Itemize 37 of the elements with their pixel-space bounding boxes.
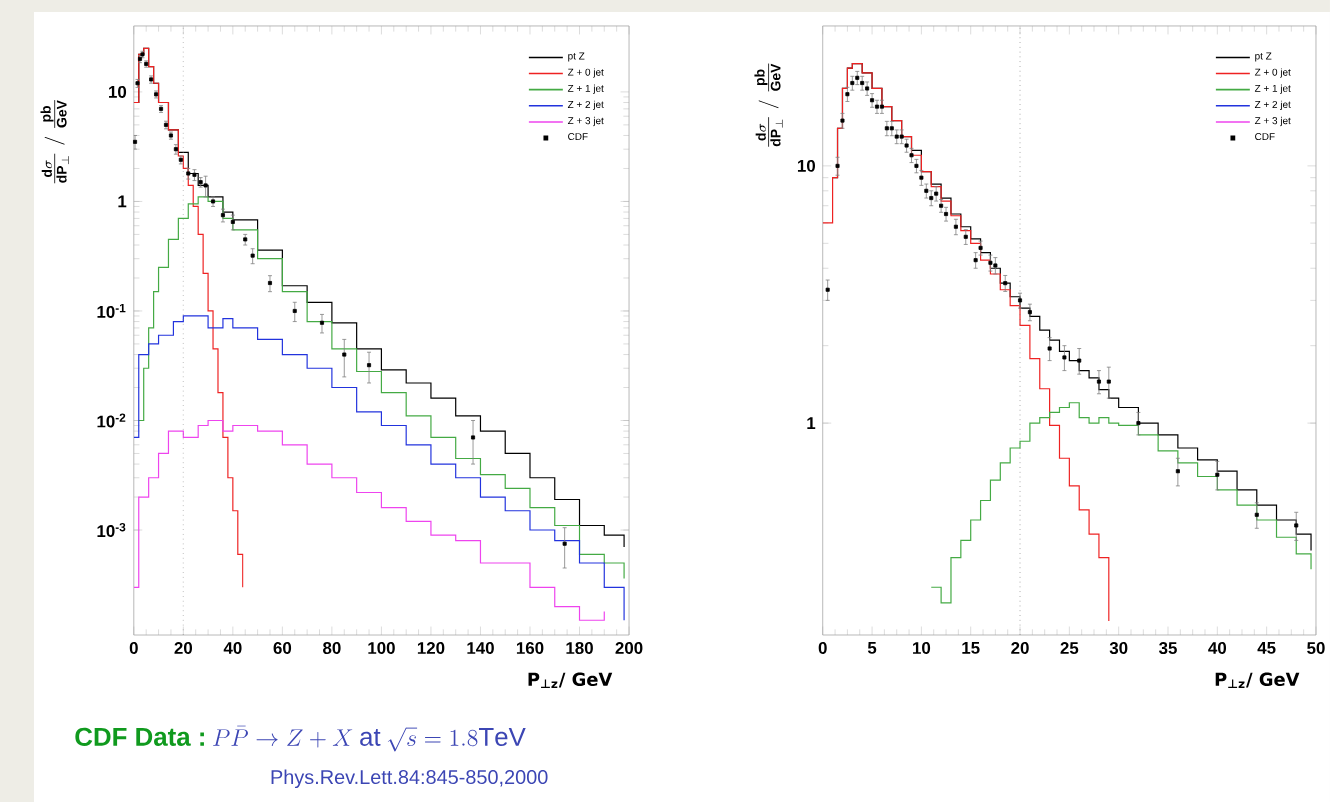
- x-tick-label: 20: [1011, 641, 1029, 654]
- x-tick-label: 60: [273, 641, 292, 654]
- y-tick-label: 10$^{-3}$: [97, 522, 126, 537]
- text: Phys.Rev.Lett.84:845-850,2000: [271, 769, 548, 788]
- x-tick-label: 0: [818, 641, 827, 654]
- x-tick-label: 50: [1307, 641, 1325, 654]
- x-tick-label: 100: [368, 641, 395, 654]
- x-tick-label: 5: [867, 641, 877, 654]
- x-tick-label: 200: [615, 641, 643, 654]
- y-tick-label: 10$^{-1}$: [97, 303, 126, 318]
- text: $P\bar{P} \to Z + X$: [213, 725, 353, 748]
- x-axis-title: P$_{⊥z}$/ GeV: [528, 672, 613, 688]
- x-tick-label: 40: [223, 641, 242, 654]
- x-tick-label: 25: [1060, 641, 1079, 654]
- y-tick-label: 1: [807, 416, 816, 429]
- x-tick-label: 10: [913, 641, 931, 654]
- x-axis-title: P$_{⊥z}$/ GeV: [1215, 672, 1300, 688]
- x-tick-label: 35: [1158, 641, 1177, 654]
- x-tick-label: 45: [1257, 641, 1276, 654]
- x-tick-label: 30: [1109, 641, 1128, 654]
- y-axis-title: $\frac{\mathbf{d\sigma}}{\mathbf{dP_{\perp}}}\ \mathbf{/}\ \frac{\mathbf{pb}}{\mathbf{GeV}}$: [40, 99, 69, 183]
- x-tick-label: 80: [323, 641, 341, 654]
- text: at: [360, 728, 381, 746]
- text: $\sqrt{s} = 1.8\mathrm{TeV}$: [387, 727, 526, 752]
- x-tick-label: 40: [1208, 641, 1227, 654]
- x-tick-label: 140: [467, 641, 494, 654]
- x-tick-label: 160: [516, 641, 544, 654]
- x-tick-label: 180: [566, 641, 593, 654]
- x-tick-label: 0: [129, 641, 138, 654]
- y-tick-label: 10$^{-2}$: [97, 413, 126, 428]
- y-tick-label: 1: [118, 195, 127, 207]
- text: CDF Data :: [75, 727, 204, 746]
- x-tick-label: 120: [417, 641, 445, 654]
- y-axis-title: $\frac{\mathbf{d\sigma}}{\mathbf{dP_{\perp}}}\ \mathbf{/}\ \frac{\mathbf{pb}}{\mathbf{GeV}}$: [754, 63, 783, 147]
- x-tick-label: 20: [174, 641, 193, 654]
- x-tick-label: 15: [962, 641, 980, 654]
- y-tick-label: 10: [109, 85, 127, 98]
